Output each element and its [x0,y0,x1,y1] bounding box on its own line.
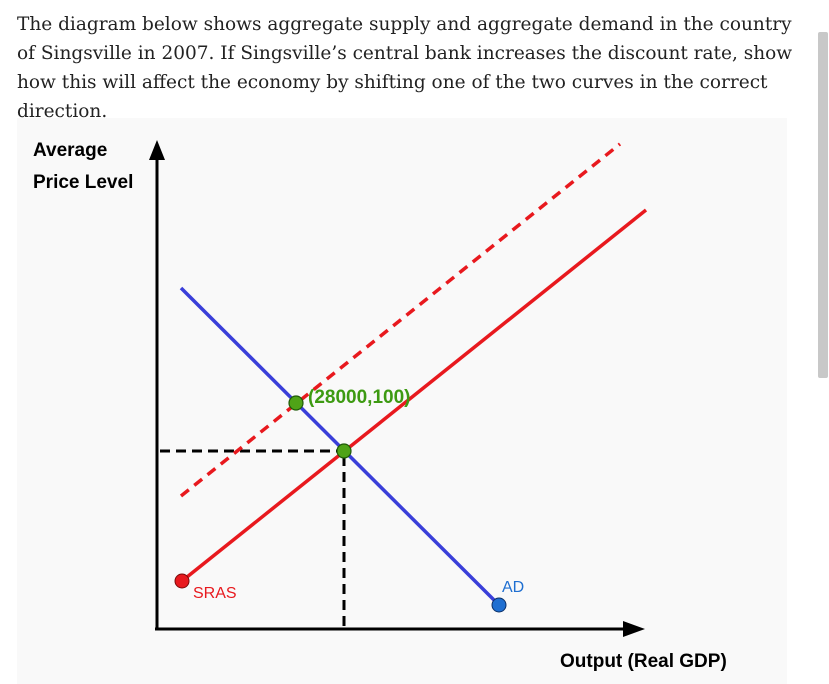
sras-handle[interactable] [174,573,190,589]
ad-label: AD [502,579,524,596]
scrollbar-thumb[interactable] [818,32,828,378]
y-axis-label-line2: Price Level [33,172,133,193]
equilibrium-point[interactable] [336,443,352,459]
y-axis-label-line1: Average [33,140,107,161]
scrollbar[interactable] [817,0,829,684]
ad-as-diagram: Average Price Level Output (Real GDP) SR… [33,140,727,672]
ad-handle[interactable] [491,597,507,613]
x-axis-label: Output (Real GDP) [560,651,727,672]
y-axis-arrow [149,140,165,160]
new-equilibrium-point[interactable] [288,395,304,411]
sras-curve[interactable] [180,208,648,583]
sras-label: SRAS [193,585,237,602]
diagram-canvas[interactable]: Average Price Level Output (Real GDP) SR… [17,118,787,684]
x-axis-arrow [623,621,645,637]
shifted-sras-curve[interactable] [179,142,622,498]
point-label: (28000,100) [308,387,410,408]
question-text: The diagram below shows aggregate supply… [17,14,793,122]
